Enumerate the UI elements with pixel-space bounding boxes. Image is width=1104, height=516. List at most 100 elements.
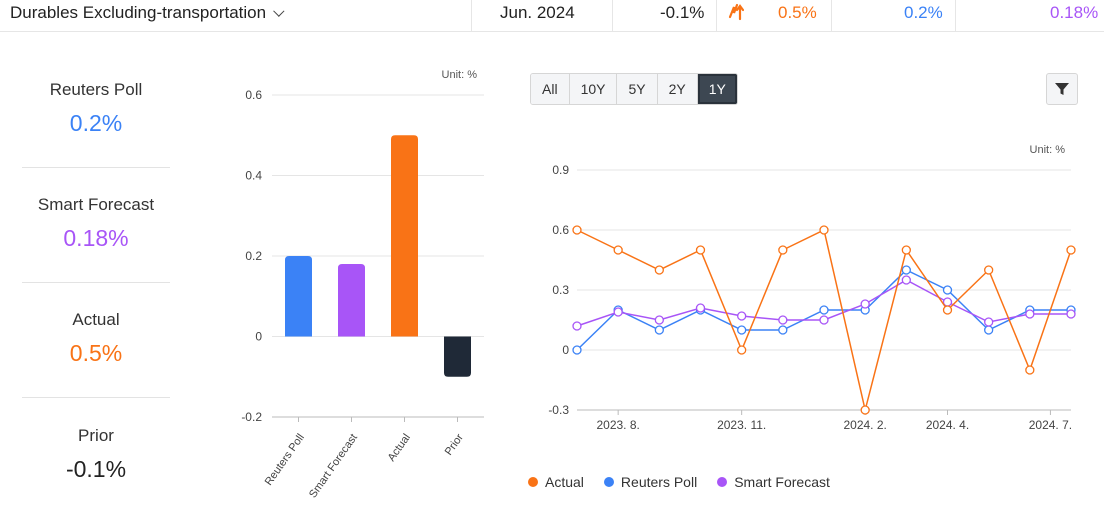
stat-reuters-poll: Reuters Poll 0.2% xyxy=(22,80,170,137)
point-smart-forecast xyxy=(737,311,747,321)
range-button-10y[interactable]: 10Y xyxy=(569,74,618,104)
point-smart-forecast xyxy=(1025,309,1035,319)
stat-actual-label: Actual xyxy=(72,310,120,329)
bar-actual xyxy=(391,135,418,337)
point-actual xyxy=(613,245,623,255)
header-prior-value: -0.1% xyxy=(660,3,705,22)
legend-dot xyxy=(603,477,614,487)
point-actual xyxy=(1066,245,1076,255)
bar-prior xyxy=(444,336,471,377)
point-smart-forecast xyxy=(695,303,706,313)
period-label: Jun. 2024 xyxy=(500,3,575,22)
unit-label: Unit: % xyxy=(442,69,478,81)
legend-label: Reuters Poll xyxy=(620,474,698,490)
indicator-dropdown[interactable]: Durables Excluding-transportation xyxy=(10,0,285,31)
x-tick-label: 2023. 8. xyxy=(596,418,639,432)
point-reuters-poll xyxy=(778,325,788,335)
point-smart-forecast xyxy=(860,299,870,309)
y-tick-label: -0.2 xyxy=(241,410,262,424)
y-tick-label: -0.3 xyxy=(548,403,569,417)
surge-icon xyxy=(728,3,745,34)
filter-button[interactable] xyxy=(1046,73,1078,105)
range-button-all[interactable]: All xyxy=(531,74,570,104)
y-tick-label: 0.4 xyxy=(245,169,262,183)
point-smart-forecast xyxy=(1066,309,1076,319)
chevron-down-icon xyxy=(273,5,285,17)
legend-item-reuters-poll[interactable]: Reuters Poll xyxy=(603,474,698,490)
point-smart-forecast xyxy=(654,315,664,325)
point-reuters-poll xyxy=(942,285,953,295)
point-actual xyxy=(572,225,582,235)
legend-item-smart-forecast[interactable]: Smart Forecast xyxy=(717,474,830,490)
stat-smart-label: Smart Forecast xyxy=(37,195,155,214)
y-tick-label: 0 xyxy=(562,343,569,357)
y-tick-label: 0.3 xyxy=(552,283,569,297)
divider xyxy=(22,282,170,283)
point-actual xyxy=(778,245,788,255)
point-reuters-poll xyxy=(654,325,664,335)
y-tick-label: 0.2 xyxy=(245,249,262,263)
point-actual xyxy=(695,245,706,255)
y-tick-label: 0.6 xyxy=(245,88,262,102)
stat-smart-value: 0.18% xyxy=(63,225,129,251)
header-smart-value: 0.18% xyxy=(1050,3,1099,22)
point-smart-forecast xyxy=(778,315,788,325)
point-actual xyxy=(737,345,747,355)
indicator-header-row: Durables Excluding-transportation Jun. 2… xyxy=(0,0,1104,32)
point-reuters-poll xyxy=(901,265,911,275)
filter-icon xyxy=(1055,83,1069,95)
indicator-title: Durables Excluding-transportation xyxy=(10,3,267,22)
x-tick-label: 2024. 4. xyxy=(926,418,969,432)
header-actual-value: 0.5% xyxy=(778,3,817,22)
point-actual xyxy=(654,265,664,275)
x-tick-label: 2024. 2. xyxy=(843,418,886,432)
stat-smart-forecast: Smart Forecast 0.18% xyxy=(22,195,170,252)
point-actual xyxy=(942,305,953,315)
history-line-chart: Unit: % 0.9 0.6 0.3 0 -0.3 2023. 8. 2023. 11. 20… xyxy=(548,144,1076,432)
header-reuters-value: 0.2% xyxy=(904,3,943,22)
stat-actual: Actual 0.5% xyxy=(22,310,170,367)
x-tick-label: 2024. 7. xyxy=(1029,418,1072,432)
y-tick-label: 0 xyxy=(255,330,262,344)
point-smart-forecast xyxy=(613,307,623,317)
stat-reuters-value: 0.2% xyxy=(69,110,123,136)
range-button-5y[interactable]: 5Y xyxy=(617,74,658,104)
legend-item-actual[interactable]: Actual xyxy=(528,474,584,490)
point-actual xyxy=(1025,365,1035,375)
x-tick-label: Reuters Poll xyxy=(263,432,307,488)
point-reuters-poll xyxy=(572,345,582,355)
point-actual xyxy=(984,265,994,275)
x-tick-label: Smart Forecast xyxy=(307,432,360,500)
x-tick-label: 2023. 11. xyxy=(717,418,766,432)
point-smart-forecast xyxy=(984,317,994,327)
point-smart-forecast xyxy=(819,315,829,325)
stat-actual-value: 0.5% xyxy=(69,340,123,366)
point-smart-forecast xyxy=(572,321,582,331)
legend-label: Actual xyxy=(545,474,584,490)
stat-reuters-label: Reuters Poll xyxy=(49,80,143,99)
legend-dot xyxy=(717,477,728,487)
bar-smart-forecast xyxy=(338,264,365,337)
legend-label: Smart Forecast xyxy=(734,474,830,490)
stat-prior-label: Prior xyxy=(78,426,114,445)
legend-dot xyxy=(528,477,538,487)
x-tick-label: Actual xyxy=(386,432,413,464)
range-button-2y[interactable]: 2Y xyxy=(657,74,698,104)
bar-reuters-poll xyxy=(285,256,312,337)
point-actual xyxy=(901,245,911,255)
divider xyxy=(22,397,170,398)
range-button-1y[interactable]: 1Y xyxy=(697,74,737,104)
point-reuters-poll xyxy=(819,305,829,315)
point-reuters-poll xyxy=(737,325,747,335)
range-selector: All 10Y 5Y 2Y 1Y xyxy=(530,73,738,105)
unit-label: Unit: % xyxy=(1030,144,1066,156)
x-tick-label: Prior xyxy=(443,432,466,458)
point-reuters-poll xyxy=(984,325,994,335)
divider xyxy=(22,167,170,168)
point-actual xyxy=(819,225,829,235)
stat-prior-value: -0.1% xyxy=(65,456,127,482)
point-smart-forecast xyxy=(901,275,911,285)
y-tick-label: 0.9 xyxy=(552,163,569,177)
stat-prior: Prior -0.1% xyxy=(22,426,170,483)
